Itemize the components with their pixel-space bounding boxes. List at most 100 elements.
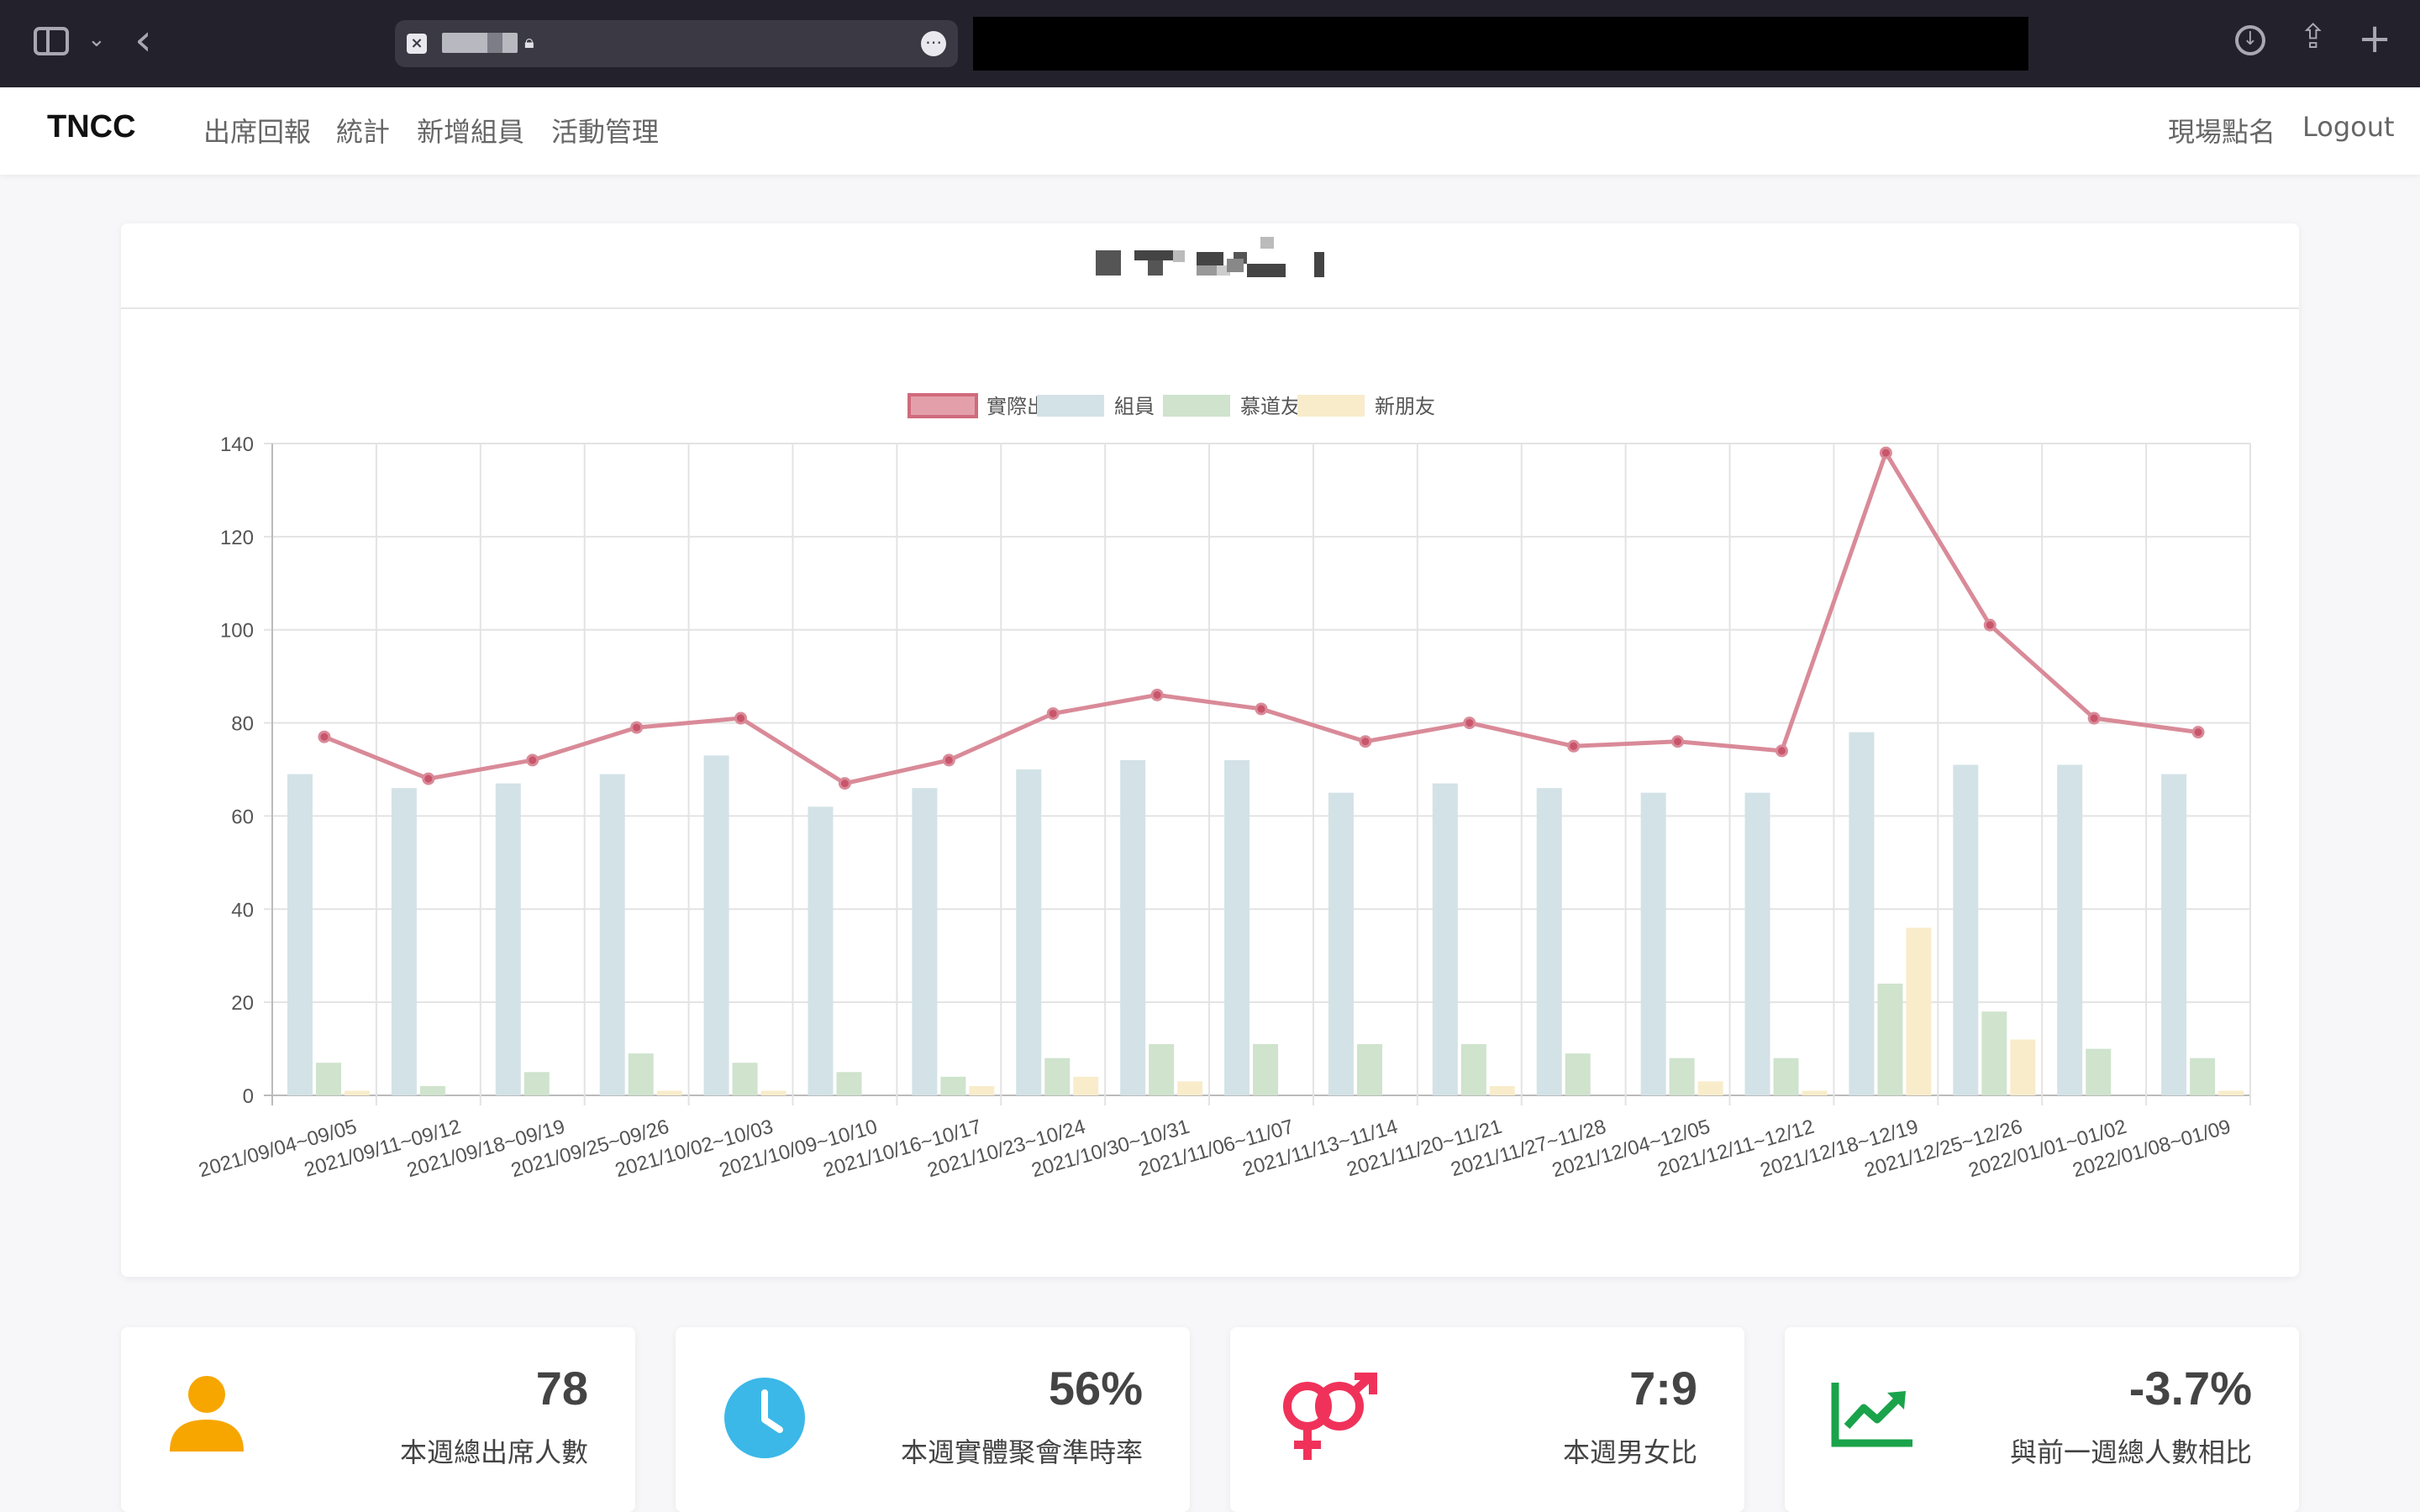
stat-value: 78: [535, 1362, 588, 1415]
bar-慕道友: [2086, 1048, 2112, 1095]
nav-item-add-member[interactable]: 新增組員: [417, 116, 525, 148]
bar-組員: [287, 774, 313, 1095]
nav-item-event-management[interactable]: 活動管理: [551, 116, 660, 148]
clock-icon: [724, 1378, 805, 1458]
nav-item-onsite-checkin[interactable]: 現場點名: [2168, 116, 2276, 148]
bar-新朋友: [2218, 1090, 2244, 1095]
bar-慕道友: [1565, 1053, 1591, 1095]
bar-慕道友: [2190, 1058, 2216, 1095]
bar-慕道友: [732, 1063, 758, 1095]
line-point: [2191, 726, 2205, 739]
bar-新朋友: [656, 1090, 682, 1095]
stat-label: 本週總出席人數: [399, 1436, 588, 1468]
bar-組員: [1328, 792, 1354, 1095]
bar-組員: [2057, 764, 2083, 1095]
bar-慕道友: [1877, 983, 1903, 1095]
bar-慕道友: [1669, 1058, 1695, 1095]
back-arrow-icon[interactable]: ‹: [134, 15, 152, 66]
bar-新朋友: [969, 1085, 995, 1095]
line-point: [1671, 735, 1685, 748]
stat-value: -3.7%: [2128, 1362, 2252, 1415]
bar-組員: [1432, 783, 1458, 1095]
bar-組員: [1016, 769, 1042, 1095]
y-tick-label: 0: [243, 1085, 254, 1108]
nav-item-statistics[interactable]: 統計: [336, 116, 391, 148]
bar-慕道友: [1773, 1058, 1799, 1095]
bar-慕道友: [1044, 1058, 1071, 1095]
bar-組員: [703, 755, 729, 1095]
line-point: [1567, 739, 1581, 753]
bar-組員: [1536, 788, 1562, 1095]
y-tick-label: 40: [231, 899, 254, 921]
bar-慕道友: [523, 1072, 550, 1095]
bar-組員: [495, 783, 521, 1095]
gender-icon: [1283, 1373, 1377, 1460]
bar-慕道友: [1981, 1011, 2007, 1095]
line-point: [838, 777, 851, 790]
bar-組員: [1953, 764, 1979, 1095]
legend-label: 組員: [1114, 395, 1155, 418]
bar-新朋友: [1489, 1085, 1515, 1095]
line-point: [1775, 744, 1788, 758]
stat-card-gender-ratio: 7:9 本週男女比: [1230, 1327, 1744, 1512]
y-tick-label: 60: [231, 806, 254, 828]
bar-組員: [599, 774, 625, 1095]
line-point: [734, 711, 748, 725]
brand-logo[interactable]: TNCC: [47, 109, 136, 144]
bar-慕道友: [1356, 1044, 1382, 1095]
bar-組員: [1224, 759, 1250, 1095]
stat-label: 本週實體聚會準時率: [900, 1436, 1143, 1468]
logout-link[interactable]: Logout: [2302, 111, 2395, 143]
stat-value: 7:9: [1629, 1362, 1697, 1415]
bar-新朋友: [1802, 1090, 1828, 1095]
legend-swatch: [1163, 395, 1230, 417]
more-options-icon[interactable]: ⋯: [921, 31, 946, 56]
bar-慕道友: [628, 1053, 654, 1095]
line-實際出席: [324, 450, 2199, 786]
line-point: [942, 753, 955, 767]
bar-新朋友: [345, 1090, 370, 1095]
line-point: [318, 730, 331, 743]
legend-swatch: [1297, 395, 1365, 417]
legend-swatch: [1037, 395, 1104, 417]
browser-toolbar: ⌄ ‹ × 🔒︎ ⋯ ↓ ⇪ +: [0, 0, 2420, 87]
new-tab-icon[interactable]: +: [2358, 15, 2392, 62]
chart-card-header: [121, 223, 2299, 309]
close-tab-icon[interactable]: ×: [407, 34, 427, 54]
bar-新朋友: [760, 1090, 786, 1095]
bar-組員: [1640, 792, 1666, 1095]
bar-組員: [808, 806, 834, 1095]
share-icon[interactable]: ⇪: [2299, 18, 2328, 56]
bar-新朋友: [2010, 1039, 2036, 1095]
line-point: [526, 753, 539, 767]
line-point: [1046, 706, 1060, 720]
nav-item-attendance-report[interactable]: 出席回報: [203, 116, 312, 148]
bar-組員: [1744, 792, 1770, 1095]
y-tick-label: 20: [231, 992, 254, 1015]
chevron-down-icon[interactable]: ⌄: [87, 27, 106, 52]
bar-組員: [1849, 732, 1875, 1095]
bar-組員: [391, 788, 417, 1095]
y-tick-label: 100: [220, 620, 254, 643]
line-point: [1879, 446, 1892, 459]
chart-title-redacted: [1096, 237, 1328, 277]
sidebar-toggle-icon[interactable]: [34, 27, 69, 55]
stat-label: 本週男女比: [1562, 1436, 1697, 1468]
trend-up-icon: [1831, 1383, 1912, 1447]
bar-慕道友: [419, 1085, 445, 1095]
bar-組員: [1120, 759, 1146, 1095]
bar-慕道友: [1149, 1044, 1175, 1095]
y-tick-label: 140: [220, 433, 254, 456]
attendance-chart: 0204060801001201402021/09/04~09/052021/0…: [196, 393, 2251, 1182]
app-navbar: TNCC 出席回報 統計 新增組員 活動管理 現場點名 Logout: [0, 87, 2420, 175]
address-bar[interactable]: × 🔒︎ ⋯: [395, 20, 958, 67]
url-text-redacted: [442, 33, 518, 53]
download-icon[interactable]: ↓: [2235, 25, 2265, 55]
attendance-chart-card: 0 20 40 60 80 100 120 140 2021/09/04~09/05 2021/0…: [121, 223, 2299, 1277]
stat-card-week-over-week: -3.7% 與前一週總人數相比: [1785, 1327, 2299, 1512]
legend-swatch: [908, 393, 978, 418]
bar-慕道友: [940, 1076, 966, 1095]
bar-新朋友: [1697, 1081, 1723, 1095]
line-point: [1150, 688, 1164, 701]
bar-新朋友: [1177, 1081, 1203, 1095]
